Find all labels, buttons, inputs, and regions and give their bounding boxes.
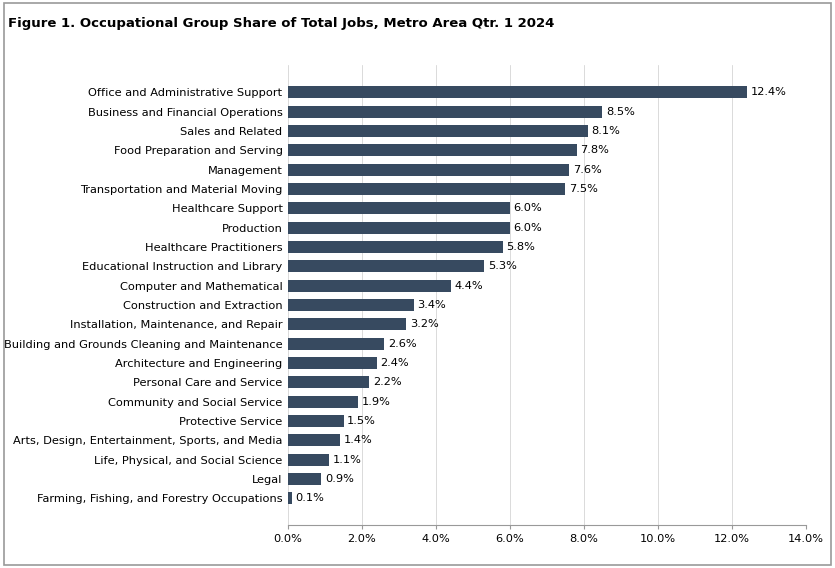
Text: 1.4%: 1.4%	[343, 436, 372, 445]
Bar	[288, 435, 340, 446]
Bar	[288, 241, 503, 253]
Text: Figure 1. Occupational Group Share of Total Jobs, Metro Area Qtr. 1 2024: Figure 1. Occupational Group Share of To…	[8, 17, 554, 30]
Bar	[288, 396, 358, 408]
Bar	[288, 86, 746, 98]
Text: 0.9%: 0.9%	[325, 474, 354, 484]
Bar	[288, 454, 329, 466]
Text: 7.8%: 7.8%	[580, 145, 609, 155]
Text: 8.1%: 8.1%	[591, 126, 620, 136]
Text: 12.4%: 12.4%	[751, 87, 787, 97]
Text: 7.5%: 7.5%	[569, 184, 598, 194]
Text: 1.1%: 1.1%	[332, 455, 362, 465]
Text: 6.0%: 6.0%	[514, 223, 543, 233]
Bar	[288, 357, 377, 369]
Text: 4.4%: 4.4%	[454, 281, 483, 291]
Text: 5.8%: 5.8%	[506, 242, 535, 252]
Bar	[288, 125, 588, 137]
Text: 5.3%: 5.3%	[488, 261, 517, 272]
Bar	[288, 106, 602, 118]
Bar	[288, 338, 384, 350]
Text: 6.0%: 6.0%	[514, 203, 543, 214]
Bar	[288, 183, 565, 195]
Bar	[288, 415, 343, 427]
Bar	[288, 260, 484, 272]
Bar	[288, 473, 321, 485]
Text: 8.5%: 8.5%	[606, 107, 635, 116]
Text: 7.6%: 7.6%	[573, 165, 601, 174]
Bar	[288, 279, 451, 292]
Text: 2.4%: 2.4%	[381, 358, 409, 368]
Text: 1.9%: 1.9%	[362, 397, 391, 407]
Text: 2.2%: 2.2%	[373, 377, 402, 387]
Bar	[288, 299, 414, 311]
Bar	[288, 319, 407, 331]
Bar	[288, 202, 510, 214]
Bar	[288, 144, 576, 156]
Text: 2.6%: 2.6%	[388, 339, 417, 349]
Bar	[288, 377, 369, 389]
Bar	[288, 164, 569, 176]
Text: 0.1%: 0.1%	[296, 494, 324, 503]
Text: 1.5%: 1.5%	[347, 416, 376, 426]
Text: 3.4%: 3.4%	[418, 300, 446, 310]
Bar	[288, 222, 510, 233]
Bar	[288, 492, 291, 504]
Text: 3.2%: 3.2%	[410, 319, 439, 329]
